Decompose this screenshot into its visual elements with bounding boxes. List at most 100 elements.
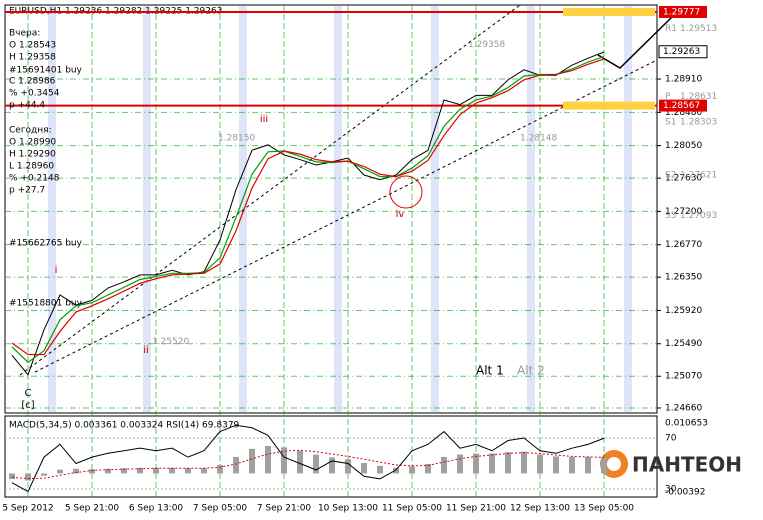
macd-bar xyxy=(505,452,511,474)
macd-bar xyxy=(137,467,143,474)
info-line: Вчера: xyxy=(9,29,40,39)
price-mark: 1.28148 xyxy=(520,134,557,144)
macd-bar xyxy=(9,473,15,480)
pivot-value: 1.29513 xyxy=(680,24,717,34)
info-line: % +0.2148 xyxy=(9,174,60,184)
order-label: #15662765 buy xyxy=(9,239,83,249)
info-line: % +0.3454 xyxy=(9,89,60,99)
highlight-circle xyxy=(389,175,423,209)
order-label: #15691401 buy xyxy=(9,66,83,76)
price-mark: 1.25520 xyxy=(152,337,189,347)
scenario-label: Alt 2 xyxy=(517,364,545,378)
macd-bar xyxy=(89,469,95,474)
info-line: O 1.28990 xyxy=(9,138,56,148)
x-tick-label: 11 Sep 05:00 xyxy=(382,504,442,514)
macd-bar xyxy=(73,468,79,474)
pivot-value: 1.28631 xyxy=(680,92,717,102)
scenario-label: Alt 1 xyxy=(476,364,504,378)
macd-bar xyxy=(585,456,591,474)
info-line: p +27.7 xyxy=(9,186,45,196)
macd-bar xyxy=(553,456,559,474)
info-line: Сегодня: xyxy=(9,126,52,136)
rsi-line xyxy=(11,424,605,493)
session-bands xyxy=(48,6,632,412)
last-price-label: 1.29263 xyxy=(663,47,700,57)
y-tick-label: 1.25070 xyxy=(665,372,702,382)
wave-label: iii xyxy=(260,114,268,125)
y2-tick-label: 30 xyxy=(665,485,677,495)
last-price-tag xyxy=(658,45,708,59)
price-mark: 1.29358 xyxy=(468,40,505,50)
macd-bar xyxy=(537,454,543,474)
y-tick-label: 1.28050 xyxy=(665,141,702,151)
macd-bar xyxy=(329,457,335,474)
wave-label: ii xyxy=(143,345,149,356)
pivot-name: S3 xyxy=(665,211,676,221)
info-line: L 1.28960 xyxy=(9,162,54,172)
macd-bar xyxy=(473,453,479,474)
macd-bar xyxy=(361,463,367,474)
wave-label: i xyxy=(55,265,58,276)
macd-bar xyxy=(297,450,303,474)
macd-bar xyxy=(457,454,463,474)
x-tick-label: 13 Sep 05:00 xyxy=(574,504,634,514)
x-tick-label: 6 Sep 13:00 xyxy=(129,504,184,514)
wave-label: C xyxy=(25,388,32,399)
pivot-name: R1 xyxy=(665,24,677,34)
level-tag xyxy=(659,5,707,18)
channel xyxy=(19,4,658,376)
info-line: C 1.28986 xyxy=(9,77,56,87)
moving-average xyxy=(11,58,605,356)
wave-label: iv xyxy=(396,209,405,220)
level-label: 1.28567 xyxy=(663,101,700,111)
pivot-value: 1.27621 xyxy=(680,170,717,180)
macd-bar xyxy=(281,447,287,474)
level-zone xyxy=(563,101,655,110)
level-label: 1.29777 xyxy=(663,7,700,17)
macd-bar xyxy=(377,465,383,474)
pivot-name: P xyxy=(665,92,671,102)
logo: ПАНТЕОН xyxy=(632,453,742,477)
macd-bar xyxy=(441,456,447,474)
macd-bar xyxy=(105,468,111,474)
info-line: p +44.4 xyxy=(9,101,45,111)
indicator-frame xyxy=(4,415,658,498)
macd-bar xyxy=(217,464,223,474)
macd-bar xyxy=(153,467,159,474)
pivot-value: 1.28303 xyxy=(680,118,717,128)
macd-bar xyxy=(57,469,63,474)
macd-bar xyxy=(41,473,47,476)
moving-average xyxy=(11,56,605,364)
y-tick-label: 1.27630 xyxy=(665,174,702,184)
main-frame xyxy=(4,4,658,414)
macd-bar xyxy=(121,468,127,474)
info-line: H 1.29290 xyxy=(9,150,56,160)
macd-bar xyxy=(601,457,607,474)
x-tick-label: 10 Sep 13:00 xyxy=(318,504,378,514)
y-tick-label: 1.27200 xyxy=(665,207,702,217)
level-zone xyxy=(563,7,655,16)
x-tick-label: 5 Sep 21:00 xyxy=(65,504,120,514)
pivot-name: S2 xyxy=(665,170,676,180)
y-tick-label: 1.24660 xyxy=(665,403,702,413)
y-tick-label: 1.28910 xyxy=(665,75,702,85)
y-tick-label: 1.25920 xyxy=(665,306,702,316)
y2-tick-label: 70 xyxy=(665,433,677,443)
macd-bar xyxy=(569,456,575,474)
macd-bar xyxy=(489,453,495,474)
y-tick-label: 1.25490 xyxy=(665,339,702,349)
y-tick-label: 1.28480 xyxy=(665,108,702,118)
wave-label: [c] xyxy=(21,400,34,411)
pivot-name: S1 xyxy=(665,118,676,128)
macd-bar xyxy=(425,463,431,474)
x-tick-label: 5 Sep 2012 xyxy=(2,504,53,514)
macd-bar xyxy=(265,445,271,474)
pivot-value: 1.27093 xyxy=(680,211,717,221)
macd-bar xyxy=(313,454,319,474)
x-tick-label: 7 Sep 05:00 xyxy=(193,504,248,514)
macd-bar xyxy=(345,459,351,474)
info-line: O 1.28543 xyxy=(9,41,56,51)
x-tick-label: 7 Sep 21:00 xyxy=(257,504,312,514)
macd-bar xyxy=(233,456,239,474)
